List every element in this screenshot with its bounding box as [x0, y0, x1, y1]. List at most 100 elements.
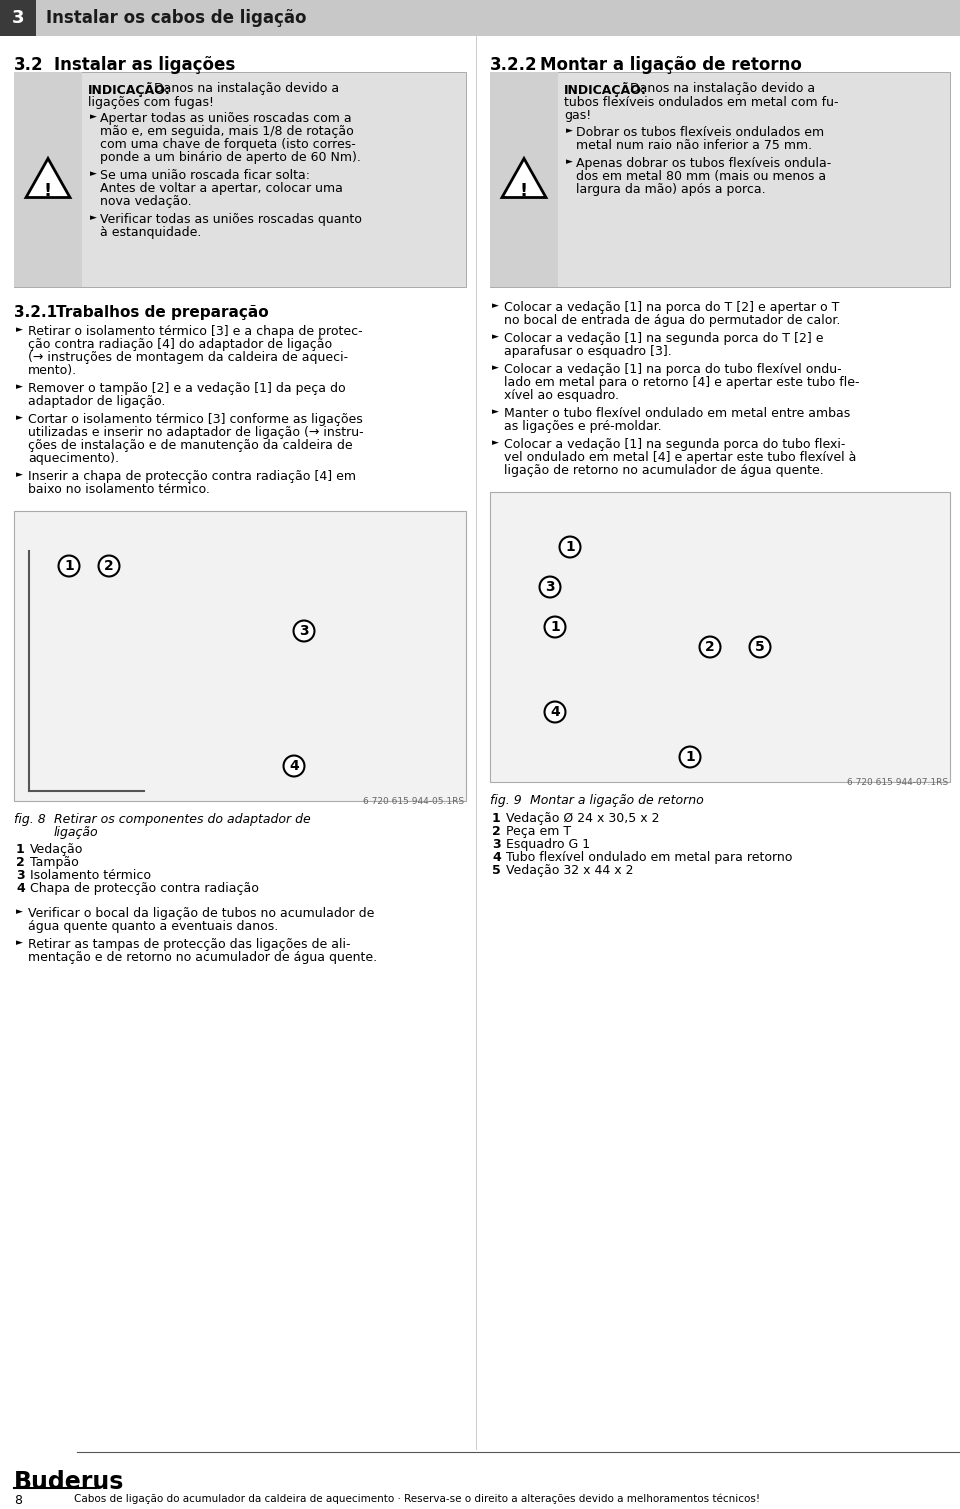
Text: Vedação 32 x 44 x 2: Vedação 32 x 44 x 2	[506, 865, 634, 877]
Text: mentação e de retorno no acumulador de água quente.: mentação e de retorno no acumulador de á…	[28, 951, 377, 964]
Text: Retirar as tampas de protecção das ligações de ali-: Retirar as tampas de protecção das ligaç…	[28, 939, 350, 951]
Text: metal num raio não inferior a 75 mm.: metal num raio não inferior a 75 mm.	[576, 139, 812, 152]
Text: Inserir a chapa de protecção contra radiação [4] em: Inserir a chapa de protecção contra radi…	[28, 469, 356, 483]
Text: as ligações e pré-moldar.: as ligações e pré-moldar.	[504, 420, 661, 433]
Text: tubos flexíveis ondulados em metal com fu-: tubos flexíveis ondulados em metal com f…	[564, 97, 838, 109]
Text: 5: 5	[756, 640, 765, 653]
Text: Tampão: Tampão	[30, 856, 79, 869]
Text: !: !	[520, 181, 528, 199]
Text: 1: 1	[16, 844, 25, 856]
Text: água quente quanto a eventuais danos.: água quente quanto a eventuais danos.	[28, 920, 278, 933]
Text: mento).: mento).	[28, 364, 77, 377]
Text: Colocar a vedação [1] na segunda porca do tubo flexi-: Colocar a vedação [1] na segunda porca d…	[504, 438, 846, 451]
Text: Chapa de protecção contra radiação: Chapa de protecção contra radiação	[30, 881, 259, 895]
Text: Esquadro G 1: Esquadro G 1	[506, 837, 590, 851]
Text: Danos na instalação devido a: Danos na instalação devido a	[626, 81, 815, 95]
FancyBboxPatch shape	[490, 492, 950, 782]
Text: 4: 4	[492, 851, 501, 865]
Text: ponde a um binário de aperto de 60 Nm).: ponde a um binário de aperto de 60 Nm).	[100, 151, 361, 164]
Text: Apertar todas as uniões roscadas com a: Apertar todas as uniões roscadas com a	[100, 112, 351, 125]
Text: 1: 1	[64, 558, 74, 573]
Text: lado em metal para o retorno [4] e apertar este tubo fle-: lado em metal para o retorno [4] e apert…	[504, 376, 859, 389]
Text: 3.2.2: 3.2.2	[490, 56, 538, 74]
Text: ►: ►	[16, 413, 23, 423]
Text: 2: 2	[16, 856, 25, 869]
Text: vel ondulado em metal [4] e apertar este tubo flexível à: vel ondulado em metal [4] e apertar este…	[504, 451, 856, 463]
Text: Colocar a vedação [1] na segunda porca do T [2] e: Colocar a vedação [1] na segunda porca d…	[504, 332, 824, 346]
Text: 3: 3	[492, 837, 500, 851]
Text: 4: 4	[550, 705, 560, 718]
Text: à estanquidade.: à estanquidade.	[100, 226, 202, 238]
Text: ligações com fugas!: ligações com fugas!	[88, 97, 214, 109]
FancyBboxPatch shape	[14, 72, 82, 287]
Text: ►: ►	[16, 382, 23, 391]
Text: nova vedação.: nova vedação.	[100, 195, 192, 208]
Polygon shape	[502, 158, 546, 198]
Text: ►: ►	[492, 300, 499, 309]
Text: Manter o tubo flexível ondulado em metal entre ambas: Manter o tubo flexível ondulado em metal…	[504, 407, 851, 420]
FancyBboxPatch shape	[14, 72, 466, 287]
Text: ►: ►	[16, 939, 23, 948]
Text: Montar a ligação de retorno: Montar a ligação de retorno	[530, 794, 704, 807]
Text: ►: ►	[90, 213, 97, 222]
Text: 2: 2	[706, 640, 715, 653]
Text: ligação de retorno no acumulador de água quente.: ligação de retorno no acumulador de água…	[504, 463, 824, 477]
Text: 5: 5	[492, 865, 501, 877]
Text: xível ao esquadro.: xível ao esquadro.	[504, 389, 619, 401]
Text: aparafusar o esquadro [3].: aparafusar o esquadro [3].	[504, 346, 672, 358]
Text: 3: 3	[12, 9, 24, 27]
Text: mão e, em seguida, mais 1/8 de rotação: mão e, em seguida, mais 1/8 de rotação	[100, 125, 353, 137]
Text: Vedação Ø 24 x 30,5 x 2: Vedação Ø 24 x 30,5 x 2	[506, 812, 660, 825]
Text: 6 720 615 944-05.1RS: 6 720 615 944-05.1RS	[363, 797, 464, 806]
Text: ligação: ligação	[54, 825, 99, 839]
FancyBboxPatch shape	[14, 512, 466, 801]
Text: 3: 3	[300, 625, 309, 638]
Text: Instalar os cabos de ligação: Instalar os cabos de ligação	[46, 9, 306, 27]
Text: 4: 4	[16, 881, 25, 895]
Text: gas!: gas!	[564, 109, 591, 122]
Text: Cabos de ligação do acumulador da caldeira de aquecimento · Reserva-se o direito: Cabos de ligação do acumulador da caldei…	[74, 1494, 760, 1504]
Text: INDICAÇÃO:: INDICAÇÃO:	[564, 81, 647, 97]
Text: Trabalhos de preparação: Trabalhos de preparação	[56, 305, 269, 320]
Text: 1: 1	[492, 812, 501, 825]
Text: 2: 2	[104, 558, 114, 573]
Text: utilizadas e inserir no adaptador de ligação (→ instru-: utilizadas e inserir no adaptador de lig…	[28, 426, 364, 439]
Text: 4: 4	[289, 759, 299, 773]
Text: adaptador de ligação.: adaptador de ligação.	[28, 395, 165, 407]
Text: ►: ►	[492, 332, 499, 341]
Text: ►: ►	[16, 469, 23, 478]
Text: 1: 1	[565, 540, 575, 554]
Text: 1: 1	[685, 750, 695, 764]
Text: Se uma união roscada ficar solta:: Se uma união roscada ficar solta:	[100, 169, 310, 183]
Text: fig. 8: fig. 8	[14, 813, 46, 825]
Text: ►: ►	[16, 324, 23, 333]
Text: Retirar o isolamento térmico [3] e a chapa de protec-: Retirar o isolamento térmico [3] e a cha…	[28, 324, 363, 338]
Text: INDICAÇÃO:: INDICAÇÃO:	[88, 81, 171, 97]
FancyBboxPatch shape	[490, 72, 950, 287]
Text: Tubo flexível ondulado em metal para retorno: Tubo flexível ondulado em metal para ret…	[506, 851, 792, 865]
Text: Verificar todas as uniões roscadas quanto: Verificar todas as uniões roscadas quant…	[100, 213, 362, 226]
Text: ►: ►	[90, 169, 97, 178]
Text: no bocal de entrada de água do permutador de calor.: no bocal de entrada de água do permutado…	[504, 314, 840, 327]
Text: ►: ►	[566, 125, 573, 134]
Text: Vedação: Vedação	[30, 844, 84, 856]
Text: 3: 3	[16, 869, 25, 881]
Text: Buderus: Buderus	[14, 1470, 125, 1494]
Text: 6 720 615 944-07.1RS: 6 720 615 944-07.1RS	[847, 779, 948, 788]
Text: Antes de voltar a apertar, colocar uma: Antes de voltar a apertar, colocar uma	[100, 183, 343, 195]
Text: ►: ►	[566, 157, 573, 166]
FancyBboxPatch shape	[0, 0, 36, 36]
Text: ►: ►	[492, 438, 499, 447]
Text: Colocar a vedação [1] na porca do T [2] e apertar o T: Colocar a vedação [1] na porca do T [2] …	[504, 300, 839, 314]
Text: 1: 1	[550, 620, 560, 634]
Text: aquecimento).: aquecimento).	[28, 453, 119, 465]
Text: 8: 8	[14, 1494, 22, 1507]
Text: Retirar os componentes do adaptador de: Retirar os componentes do adaptador de	[54, 813, 311, 825]
Text: baixo no isolamento térmico.: baixo no isolamento térmico.	[28, 483, 210, 496]
Text: com uma chave de forqueta (isto corres-: com uma chave de forqueta (isto corres-	[100, 137, 356, 151]
Text: ►: ►	[90, 112, 97, 121]
Text: Colocar a vedação [1] na porca do tubo flexível ondu-: Colocar a vedação [1] na porca do tubo f…	[504, 364, 842, 376]
Text: (→ instruções de montagem da caldeira de aqueci-: (→ instruções de montagem da caldeira de…	[28, 352, 348, 364]
Polygon shape	[26, 158, 70, 198]
Text: Dobrar os tubos flexíveis ondulados em: Dobrar os tubos flexíveis ondulados em	[576, 125, 824, 139]
